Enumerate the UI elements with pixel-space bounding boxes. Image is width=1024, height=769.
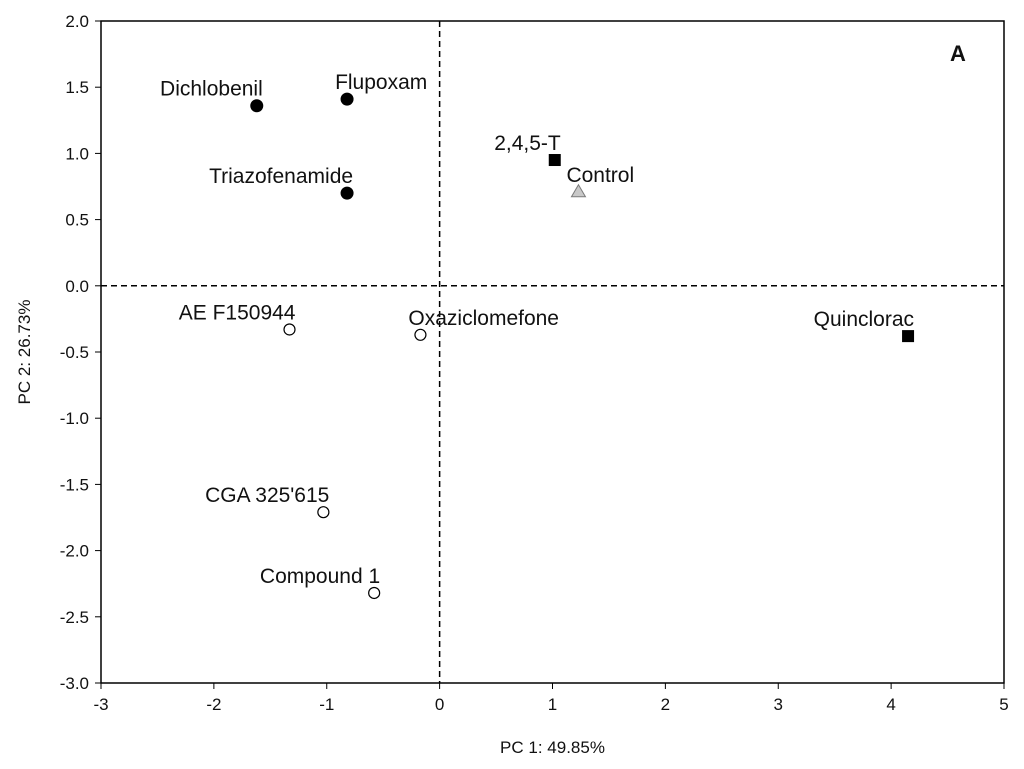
- label-flupoxam: Flupoxam: [335, 71, 427, 94]
- y-tick-label: 1.5: [65, 78, 89, 97]
- label-oxaziclomefone: Oxaziclomefone: [408, 307, 559, 330]
- point-compound-1: [368, 586, 381, 600]
- point-oxaziclomefone: [414, 328, 427, 341]
- x-axis-title: PC 1: 49.85%: [500, 738, 605, 757]
- label-2-4-5-t: 2,4,5-T: [494, 132, 561, 155]
- reference-lines: [101, 21, 1004, 683]
- y-tick-label: -1.0: [60, 409, 89, 428]
- x-tick-label: -1: [319, 695, 334, 714]
- y-tick-label: 0.0: [65, 277, 89, 296]
- y-axis-title: PC 2: 26.73%: [15, 300, 34, 405]
- label-compound-1: Compound 1: [260, 565, 380, 588]
- label-dichlobenil: Dichlobenil: [160, 78, 263, 101]
- y-tick-label: -2.5: [60, 608, 89, 627]
- x-tick-label: -3: [93, 695, 108, 714]
- point-ae-f150944: [283, 323, 296, 336]
- x-tick-label: -2: [206, 695, 221, 714]
- point-cga-325-615: [317, 506, 330, 519]
- x-axis-ticks: -3 -2 -1 0 1 2 3 4 5: [93, 683, 1009, 714]
- y-tick-label: -1.5: [60, 475, 89, 494]
- point-triazofenamide: [340, 186, 354, 200]
- x-tick-label: 3: [774, 695, 783, 714]
- point-control: [570, 183, 587, 198]
- x-tick-label: 5: [999, 695, 1008, 714]
- y-tick-label: -0.5: [60, 343, 89, 362]
- label-cga-325-615: CGA 325'615: [205, 484, 329, 507]
- y-tick-label: 1.0: [65, 144, 89, 163]
- point-flupoxam: [340, 92, 354, 106]
- point-dichlobenil: [250, 99, 264, 113]
- y-tick-label: 0.5: [65, 211, 89, 230]
- x-tick-label: 0: [435, 695, 444, 714]
- x-tick-label: 2: [661, 695, 670, 714]
- plot-area: [100, 20, 1005, 684]
- label-ae-f150944: AE F150944: [179, 301, 296, 324]
- y-tick-label: 2.0: [65, 12, 89, 31]
- data-points: [250, 92, 915, 600]
- label-triazofenamide: Triazofenamide: [209, 165, 353, 188]
- y-axis-ticks: -3.0 -2.5 -2.0 -1.5 -1.0 -0.5 0.0 0.5 1.0 1.5 2.0: [60, 12, 101, 693]
- y-tick-label: -2.0: [60, 542, 89, 561]
- data-labels: Dichlobenil Flupoxam Triazofenamide 2,4,5-T…: [160, 71, 914, 588]
- y-tick-label: -3.0: [60, 674, 89, 693]
- point-2-4-5-t: [548, 154, 561, 167]
- label-quinclorac: Quinclorac: [814, 308, 914, 331]
- panel-label: A: [950, 41, 966, 66]
- label-control: Control: [566, 164, 634, 187]
- point-quinclorac: [902, 330, 915, 343]
- x-tick-label: 4: [886, 695, 895, 714]
- x-tick-label: 1: [548, 695, 557, 714]
